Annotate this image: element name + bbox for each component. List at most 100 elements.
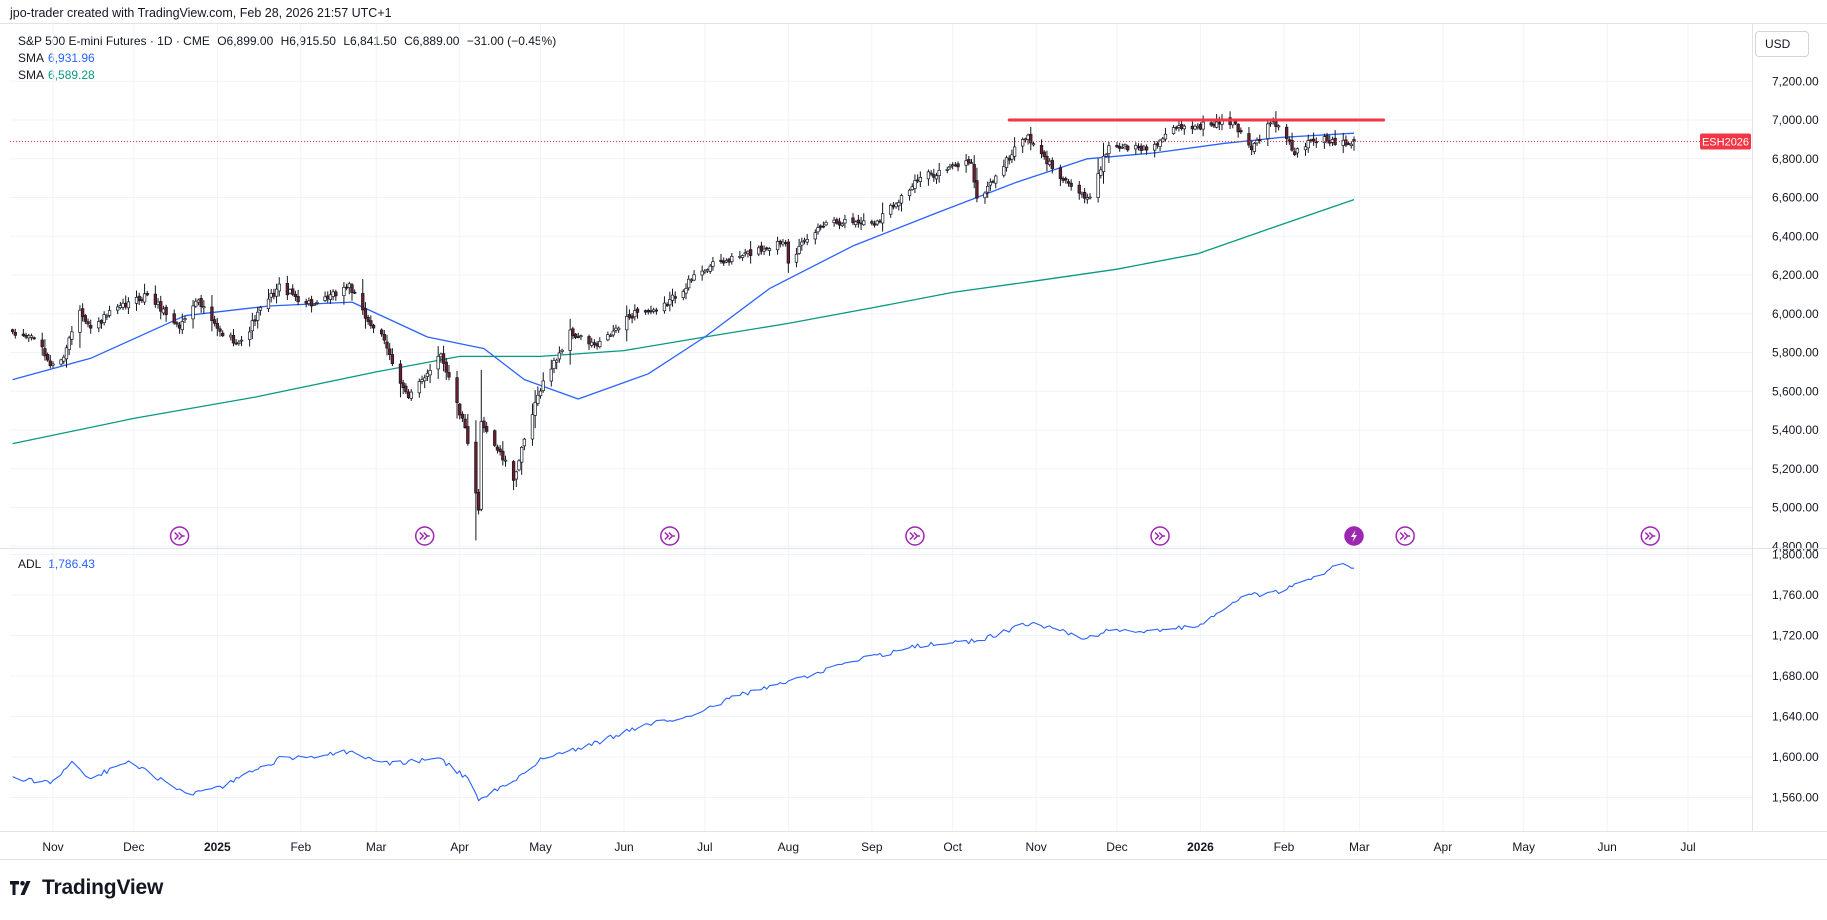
candle-body bbox=[748, 249, 753, 256]
candle-body bbox=[237, 341, 241, 344]
candle-body bbox=[107, 310, 112, 316]
candle-body bbox=[1196, 125, 1200, 128]
candle-body bbox=[102, 314, 106, 324]
time-tick-label: Mar bbox=[1349, 840, 1370, 854]
candle-body bbox=[759, 245, 764, 252]
tradingview-logo-text: TradingView bbox=[42, 876, 164, 899]
dividend-arrow-icon bbox=[1150, 526, 1170, 546]
adl-legend[interactable]: ADL 1,786.43 bbox=[18, 557, 95, 571]
candle-body bbox=[538, 390, 543, 397]
candle-body bbox=[401, 382, 405, 389]
candle-body bbox=[854, 221, 858, 225]
candle-body bbox=[727, 258, 731, 263]
lightning-icon bbox=[1344, 526, 1364, 546]
candle-body bbox=[32, 337, 36, 340]
candle-body bbox=[199, 298, 203, 307]
price-tick-label: 6,800.00 bbox=[1772, 152, 1819, 166]
candle-body bbox=[918, 177, 922, 183]
candle-body bbox=[625, 315, 629, 331]
candle-body bbox=[786, 241, 790, 264]
sma2-value: 6,589.28 bbox=[48, 68, 95, 82]
candle-body bbox=[493, 430, 497, 446]
candle-body bbox=[1004, 157, 1009, 168]
candle-body bbox=[67, 337, 71, 350]
time-tick-label: May bbox=[1512, 840, 1535, 854]
candle-body bbox=[969, 162, 974, 164]
candle-body bbox=[576, 336, 580, 339]
candle-body bbox=[805, 238, 809, 243]
price-tick-label: 5,200.00 bbox=[1772, 462, 1819, 476]
candle-body bbox=[420, 379, 424, 382]
candle-body bbox=[549, 368, 553, 382]
time-tick-label: Dec bbox=[123, 840, 144, 854]
candle-body bbox=[48, 360, 52, 367]
candle-body bbox=[689, 279, 694, 282]
candle-body bbox=[379, 329, 384, 335]
candle-body bbox=[843, 219, 847, 224]
adl-series bbox=[12, 562, 1354, 802]
candle-body bbox=[643, 310, 648, 313]
candle-body bbox=[800, 241, 804, 246]
price-tick-label: 5,600.00 bbox=[1772, 384, 1819, 398]
candle-body bbox=[466, 426, 470, 444]
candle-body bbox=[1306, 140, 1310, 149]
time-tick-label: Nov bbox=[1025, 840, 1046, 854]
candle-body bbox=[1061, 178, 1065, 181]
candle-body bbox=[1069, 182, 1073, 187]
candle-body bbox=[495, 446, 500, 451]
candle-body bbox=[70, 331, 74, 340]
candle-body bbox=[344, 286, 349, 289]
sma2-row[interactable]: SMA 6,589.28 bbox=[18, 67, 560, 84]
axes: 7,200.00 7,000.00 6,800.00 6,600.00 6,400.00… bbox=[0, 23, 1827, 860]
tradingview-logo[interactable]: TradingView bbox=[10, 876, 163, 900]
candle-body bbox=[482, 420, 486, 429]
candle-body bbox=[218, 328, 222, 332]
candle-body bbox=[1050, 160, 1054, 169]
candle-body bbox=[1118, 145, 1122, 149]
candle-body bbox=[21, 333, 26, 336]
candle-body bbox=[813, 232, 817, 240]
candle-body bbox=[1303, 146, 1308, 151]
candle-body bbox=[24, 334, 28, 338]
dividend-arrow-icon bbox=[414, 526, 435, 546]
candle-body bbox=[291, 288, 295, 295]
sma1-row[interactable]: SMA 6,931.96 bbox=[18, 50, 560, 67]
candle-body bbox=[649, 310, 653, 313]
candle-body bbox=[1136, 146, 1141, 148]
low-label: L bbox=[343, 34, 351, 48]
candle-body bbox=[668, 299, 672, 306]
candle-body bbox=[862, 220, 866, 226]
candle-body bbox=[134, 296, 139, 304]
candle-body bbox=[463, 418, 467, 429]
candle-body bbox=[89, 324, 93, 329]
candle-body bbox=[967, 159, 971, 164]
candle-body bbox=[1158, 139, 1162, 147]
price-tick-label: 6,600.00 bbox=[1772, 191, 1819, 205]
candle-body bbox=[1285, 126, 1289, 139]
candle-body bbox=[1155, 143, 1160, 146]
candle-body bbox=[1058, 167, 1063, 179]
candle-body bbox=[97, 321, 101, 329]
candle-body bbox=[851, 217, 855, 224]
candle-body bbox=[1309, 139, 1313, 142]
candle-body bbox=[1120, 146, 1124, 149]
candle-body bbox=[824, 222, 828, 226]
candle-body bbox=[627, 314, 632, 318]
overlays: ESH2026 bbox=[10, 118, 1752, 150]
candle-body bbox=[1255, 139, 1259, 144]
sma-200-path bbox=[12, 198, 1355, 445]
arrow-glyph bbox=[909, 531, 920, 541]
candle-body bbox=[533, 402, 537, 416]
candle-body bbox=[250, 320, 254, 332]
candle-body bbox=[498, 448, 502, 453]
event-circle bbox=[660, 526, 680, 546]
symbol-name[interactable]: S&P 500 E-mini Futures · 1D · CME bbox=[18, 34, 210, 48]
candle-body bbox=[159, 301, 163, 312]
candle-body bbox=[951, 164, 955, 167]
event-circle bbox=[1640, 526, 1661, 546]
candle-body bbox=[439, 353, 443, 358]
currency-button[interactable]: USD bbox=[1755, 31, 1809, 57]
candle-body bbox=[948, 166, 952, 169]
candle-body bbox=[794, 253, 799, 263]
